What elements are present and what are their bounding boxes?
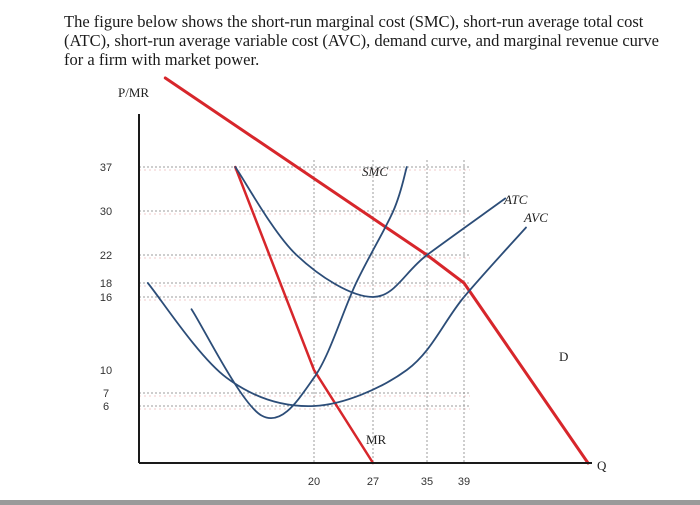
x-tick-label: 20	[308, 476, 320, 488]
tick-labels: 37 30 22 18 16 10 76 20 27 35 39	[100, 162, 470, 488]
curve-label-avc: AVC	[523, 210, 548, 225]
curve-label-atc: ATC	[503, 192, 528, 207]
curve-label-d: D	[559, 349, 568, 364]
y-tick-label: 18	[100, 278, 112, 290]
bottom-divider	[0, 500, 700, 505]
y-tick-label: 10	[100, 365, 112, 377]
question-line: (ATC), short-run average variable cost (…	[64, 31, 659, 50]
axes	[138, 114, 592, 464]
series-line-smc	[190, 166, 408, 419]
question-line: The figure below shows the short-run mar…	[64, 12, 644, 31]
question-line: for a firm with market power.	[64, 50, 260, 69]
question-text: The figure below shows the short-run mar…	[64, 12, 674, 69]
y-tick-label: 6	[103, 401, 109, 413]
guide-lines	[139, 160, 470, 463]
series-line-atc	[234, 166, 507, 298]
curves	[146, 76, 590, 465]
y-tick-label: 16	[100, 292, 112, 304]
y-tick-label: 22	[100, 250, 112, 262]
curve-label-mr: MR	[366, 432, 387, 447]
y-tick-label: 7	[103, 388, 109, 400]
curve-label-smc: SMC	[362, 164, 388, 179]
x-tick-label: 35	[421, 476, 433, 488]
y-tick-label: 30	[100, 206, 112, 218]
y-tick-label: 37	[100, 162, 112, 174]
x-axis-label: Q	[597, 458, 607, 473]
series-line-avc	[146, 226, 527, 407]
x-tick-label: 27	[367, 476, 379, 488]
x-tick-label: 39	[458, 476, 470, 488]
series-line-d	[163, 76, 590, 465]
y-axis-label: P/MR	[118, 85, 149, 100]
curve-labels: P/MR Q D MR SMC ATC AVC	[118, 85, 607, 473]
series-line-mr	[234, 165, 375, 465]
